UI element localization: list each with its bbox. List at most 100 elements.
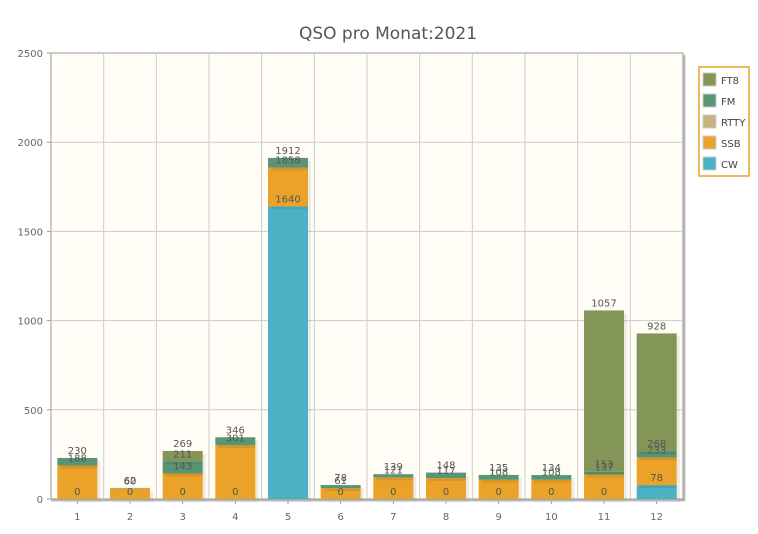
bar-fm	[320, 485, 361, 489]
data-label: 78	[650, 473, 663, 484]
data-label: 134	[542, 463, 561, 474]
y-tick-label: 2000	[18, 138, 43, 149]
data-label: 143	[173, 461, 192, 472]
bar-shadow	[323, 488, 364, 492]
bar-fm	[373, 474, 414, 478]
y-tick-label: 0	[37, 495, 43, 506]
legend-label: SSB	[721, 139, 741, 150]
data-label: 139	[384, 462, 403, 473]
legend-swatch	[702, 114, 717, 129]
bar-ssb	[215, 445, 256, 499]
bar-fm	[531, 475, 572, 480]
data-label: 0	[179, 487, 185, 498]
legend-label: FT8	[721, 76, 739, 87]
x-tick-label: 7	[390, 512, 396, 523]
x-tick-label: 4	[232, 512, 238, 523]
data-label: 346	[226, 425, 245, 436]
data-label: 78	[334, 473, 347, 484]
chart-title: QSO pro Monat:2021	[299, 24, 477, 44]
bar-ssb	[531, 479, 572, 499]
data-label: 0	[548, 487, 554, 498]
bar-ssb	[426, 478, 466, 499]
legend-swatch	[702, 156, 717, 171]
gridlines	[51, 53, 683, 499]
legend-label: FM	[721, 97, 735, 108]
x-tick-label: 12	[650, 512, 663, 523]
data-label: 0	[443, 487, 449, 498]
y-tick-label: 1000	[18, 317, 43, 328]
bar-ssb	[268, 167, 308, 207]
bar-ft8	[584, 310, 624, 472]
bars	[57, 157, 680, 502]
data-label: 148	[436, 461, 455, 472]
bar-ft8	[636, 333, 677, 452]
bar-fm	[215, 437, 256, 446]
data-label: 301	[226, 433, 245, 444]
data-label: 211	[173, 449, 192, 460]
x-tick-label: 6	[337, 512, 343, 523]
data-label: 0	[337, 487, 343, 498]
bar-fm	[636, 451, 677, 458]
data-label: 61	[334, 476, 347, 487]
bar-ft8	[162, 451, 203, 462]
data-label: 0	[232, 487, 238, 498]
bar-ssb	[478, 479, 519, 499]
data-label: 0	[601, 487, 607, 498]
x-tick-label: 1	[74, 512, 80, 523]
data-label: 1057	[591, 298, 616, 309]
x-tick-label: 2	[127, 512, 133, 523]
y-tick-label: 1500	[18, 227, 43, 238]
bar-fm	[268, 157, 308, 168]
bar-ssb	[373, 477, 414, 499]
y-tick-label: 500	[24, 406, 43, 417]
bar-shadow	[429, 475, 469, 482]
data-label: 268	[647, 439, 666, 450]
data-label: 62	[124, 476, 137, 487]
x-tick-label: 8	[443, 512, 449, 523]
bar-shadow	[534, 478, 575, 483]
bar-ssb	[584, 474, 624, 499]
bar-cw	[636, 485, 677, 499]
x-tick-label: 9	[495, 512, 501, 523]
data-label: 928	[647, 321, 666, 332]
y-tick-label: 2500	[18, 49, 43, 60]
data-label: 108	[489, 468, 508, 479]
data-label: 0	[127, 487, 133, 498]
data-label: 0	[495, 487, 501, 498]
data-label: 0	[74, 487, 80, 498]
x-tick-label: 11	[598, 512, 611, 523]
legend: FT8 FM RTTY SSB CW	[698, 66, 750, 177]
data-label: 60	[124, 476, 137, 487]
bar-fm	[584, 471, 624, 475]
data-label: 121	[384, 465, 403, 476]
legend-swatch	[702, 135, 717, 150]
data-label: 1640	[275, 194, 300, 205]
data-label: 153	[594, 460, 613, 471]
bar-fm	[57, 457, 98, 466]
x-tick-label: 5	[285, 512, 291, 523]
x-tick-label: 10	[545, 512, 558, 523]
data-label: 1912	[275, 146, 300, 157]
data-label: 230	[68, 446, 87, 457]
bar-shadow	[376, 477, 417, 481]
legend-swatch	[702, 72, 717, 87]
data-label: 1858	[275, 156, 300, 167]
bar-shadow	[481, 477, 522, 483]
data-label: 269	[173, 439, 192, 450]
legend-label: CW	[721, 160, 738, 171]
bar-cw	[268, 206, 308, 499]
bar-ssb	[57, 465, 98, 499]
data-label: 137	[594, 463, 613, 474]
bar-fm	[426, 472, 466, 479]
legend-label: RTTY	[721, 118, 746, 129]
bar-fm	[162, 461, 203, 474]
data-label: 233	[647, 445, 666, 456]
data-label: 135	[489, 463, 508, 474]
bar-ssb	[636, 457, 677, 486]
data-label: 188	[68, 453, 87, 464]
bar-ssb	[162, 473, 203, 499]
data-label: 0	[390, 487, 396, 498]
